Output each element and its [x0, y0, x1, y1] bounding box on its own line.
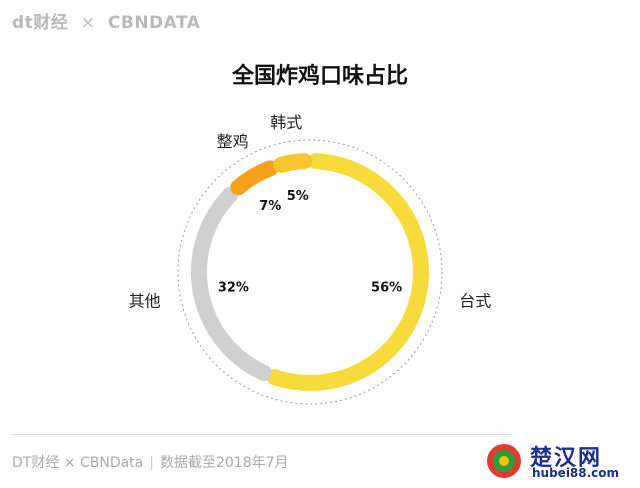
donut-slice [266, 153, 429, 391]
brand-dt-logo: dt财经 [12, 13, 69, 33]
slice-category-label: 台式 [459, 291, 491, 310]
slice-percent-label: 7% [259, 199, 281, 214]
watermark: 楚汉网 hubei88.com [482, 440, 632, 482]
slice-category-label: 其他 [129, 291, 161, 310]
footer-note: 数据截至2018年7月 [159, 455, 289, 471]
donut-slice [273, 153, 313, 173]
donut-slice [230, 160, 279, 196]
slice-percent-label: 5% [287, 189, 309, 204]
brand-cbndata-logo: CBNDATA [107, 13, 201, 33]
brand-header: dt财经 × CBNDATA [12, 8, 200, 33]
slice-percent-label: 32% [218, 281, 249, 296]
watermark-url: hubei88.com [532, 466, 620, 480]
slice-category-label: 韩式 [270, 113, 302, 132]
footer-divider [12, 434, 512, 435]
chart-title: 全国炸鸡口味占比 [231, 64, 408, 89]
watermark-text: 楚汉网 [530, 446, 603, 471]
footer: DT财经 × CBNData | 数据截至2018年7月 [12, 452, 289, 472]
watermark-logo-icon [487, 444, 521, 478]
footer-separator: | [149, 455, 154, 471]
footer-source: DT财经 × CBNData [12, 455, 144, 471]
slice-percent-label: 56% [371, 281, 402, 296]
slice-category-label: 整鸡 [217, 132, 249, 151]
donut-slice [191, 187, 272, 381]
dashed-outer-ring [177, 139, 443, 405]
brand-separator: × [80, 13, 96, 33]
